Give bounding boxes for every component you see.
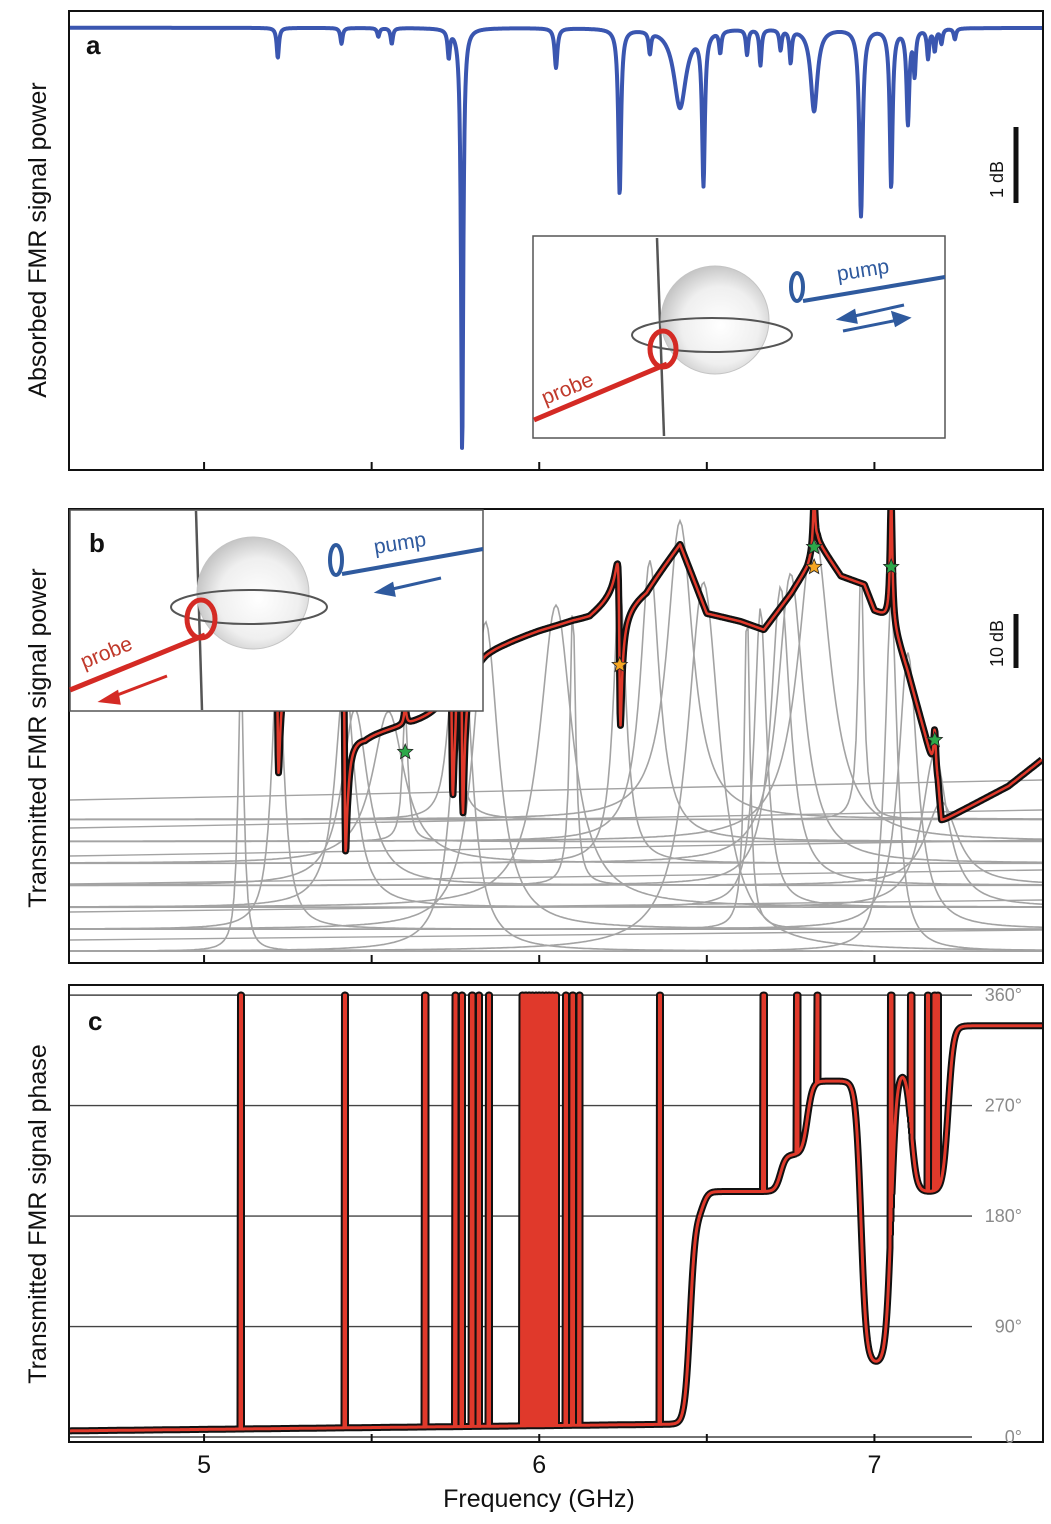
- panel-b: 10 dB probe pump b: [68, 508, 1044, 964]
- x-tick-labels: 5 6 7: [197, 1451, 881, 1479]
- component-curve: [70, 899, 1042, 913]
- panel-a-x-ticks: [203, 462, 876, 470]
- scale-bar-1db-label: 1 dB: [987, 161, 1007, 198]
- inset-a-ring: [631, 317, 793, 353]
- x-tick-label: 6: [532, 1451, 546, 1479]
- panel-c-x-ticks: [203, 1434, 876, 1442]
- phase-tick-label: 0°: [1005, 1427, 1022, 1447]
- mode-star: [805, 557, 823, 575]
- phase-tick-label: 180°: [985, 1206, 1022, 1226]
- phase-tick-label: 270°: [985, 1096, 1022, 1116]
- panel-a-letter: a: [86, 30, 101, 60]
- panel-b-letter: b: [89, 528, 105, 558]
- mode-star: [805, 537, 823, 555]
- inset-b-pump-line: [341, 547, 484, 576]
- component-curve: [70, 652, 1042, 930]
- inset-a-probe-line: [533, 361, 668, 423]
- inset-a-pump-loop: [789, 271, 805, 303]
- panel-c-letter: c: [88, 1006, 102, 1036]
- panel-c-ylabel: Transmitted FMR signal phase: [24, 1044, 52, 1383]
- panel-c-frame: [68, 984, 1044, 1443]
- x-tick-label: 5: [197, 1451, 211, 1479]
- component-curve: [70, 839, 1042, 857]
- inset-a: probe pump: [532, 235, 946, 439]
- inset-a-wire: [655, 237, 666, 437]
- phase-tick-label: 90°: [995, 1317, 1022, 1337]
- inset-b-pump-loop: [328, 543, 344, 577]
- x-axis-label: Frequency (GHz): [443, 1485, 635, 1513]
- component-curve: [70, 528, 1042, 842]
- inset-a-pump-line: [802, 275, 946, 303]
- x-tick-label: 7: [867, 1451, 881, 1479]
- inset-b-pump-arrow: [373, 576, 442, 597]
- inset-b-probe-arrow: [97, 674, 168, 705]
- component-curve: [70, 779, 1042, 801]
- inset-a-arrow-in: [849, 303, 905, 319]
- panel-a: a 1 dB probe pump: [68, 10, 1044, 471]
- component-curve: [70, 603, 1042, 952]
- inset-b-ring: [170, 589, 328, 625]
- panel-b-x-ticks: [203, 955, 876, 963]
- component-curve: [70, 801, 1042, 887]
- inset-b: probe pump: [69, 509, 484, 712]
- panel-a-ylabel: Absorbed FMR signal power: [24, 82, 52, 397]
- panel-b-scale-bar: 10 dB: [987, 614, 1019, 668]
- panel-c: 0° 90° 180° 270° 360° c: [68, 984, 1044, 1447]
- panel-b-frame: [68, 508, 1044, 964]
- inset-a-arrowhead-out: [890, 310, 912, 328]
- component-curve: [70, 869, 1042, 885]
- inset-b-probe-arrow-shaft: [111, 674, 168, 699]
- inset-b-yig-sphere: [196, 536, 310, 650]
- component-curve: [70, 809, 1042, 829]
- panel-c-y-ticks: 0° 90° 180° 270° 360°: [985, 985, 1022, 1447]
- mode-star: [926, 730, 944, 748]
- inset-b-pump-arrow-shaft: [387, 576, 442, 592]
- inset-a-arrows: [835, 303, 912, 333]
- absorbed-power-line: [68, 25, 1044, 450]
- inset-a-arrow-out: [842, 318, 899, 333]
- panel-b-ylabel: Transmitted FMR signal power: [24, 568, 52, 907]
- scale-bar-10db-label: 10 dB: [987, 620, 1007, 667]
- inset-a-yig-sphere: [660, 265, 770, 375]
- component-curve: [70, 752, 1042, 908]
- panel-a-scale-bar: 1 dB: [987, 127, 1019, 203]
- component-curve: [70, 929, 1042, 941]
- mode-star: [611, 655, 629, 673]
- panel-a-frame: [68, 10, 1044, 471]
- inset-b-probe-arrowhead: [97, 689, 121, 705]
- inset-a-arrowhead-in: [835, 308, 858, 324]
- component-curve: [70, 716, 1042, 843]
- inset-b-wire: [194, 510, 204, 711]
- mode-star: [882, 557, 900, 575]
- mode-star: [396, 742, 414, 760]
- inset-b-probe-line: [69, 632, 206, 693]
- inset-b-pump-arrowhead: [373, 581, 396, 597]
- phase-tick-label: 360°: [985, 985, 1022, 1005]
- fit-phase-line: [70, 993, 1042, 1433]
- component-lorentzians: [70, 518, 1042, 952]
- component-curve: [70, 572, 1042, 864]
